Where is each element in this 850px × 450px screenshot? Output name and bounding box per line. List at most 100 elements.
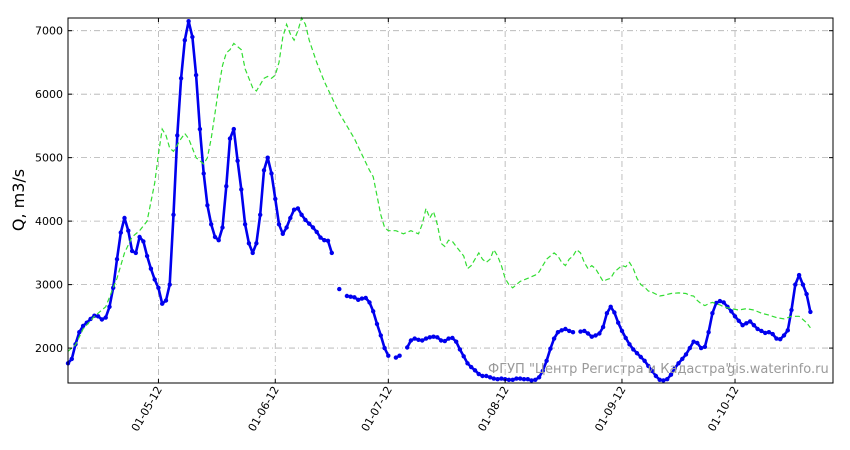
series-1-point <box>356 297 361 302</box>
series-1-point <box>710 311 715 316</box>
series-1-point <box>589 334 594 339</box>
series-1-point <box>103 315 108 320</box>
series-1-point <box>423 336 429 341</box>
series-1-point <box>352 295 357 300</box>
series-1-point <box>676 361 681 366</box>
series-1-point <box>431 334 436 339</box>
series-1-point <box>107 304 112 309</box>
series-1-point <box>126 228 131 233</box>
series-1-point <box>657 377 662 382</box>
series-1-point <box>623 335 628 341</box>
y-tick-label: 7000 <box>35 25 63 38</box>
series-1-point <box>325 238 331 243</box>
series-1-point <box>291 207 297 212</box>
x-tick-label: 01-10-12 <box>705 384 741 434</box>
series-1-point <box>714 300 719 306</box>
series-1-point <box>695 340 700 346</box>
series-1-point <box>88 316 93 322</box>
series-1-point <box>205 203 210 208</box>
series-1-point <box>450 335 455 341</box>
series-1-point <box>785 328 790 333</box>
x-tick-label: 01-09-12 <box>592 384 628 434</box>
series-1-point <box>261 168 267 173</box>
series-1-point <box>793 282 798 287</box>
series-1-point <box>544 358 549 363</box>
series-1-point <box>476 371 481 377</box>
series-1-point <box>698 345 704 351</box>
series-1-point <box>242 222 248 227</box>
series-1-point <box>393 355 399 360</box>
series-1-point <box>246 241 252 246</box>
series-1-point <box>582 328 587 334</box>
series-1-point <box>646 363 651 369</box>
series-1-point <box>751 323 757 328</box>
series-1-point <box>484 373 489 379</box>
series-1-point <box>337 286 342 292</box>
series-1-point <box>687 345 692 351</box>
series-1-point <box>129 248 135 254</box>
series-1-point <box>683 352 689 357</box>
series-1-point <box>190 34 195 40</box>
series-1-point <box>691 339 696 344</box>
series-1-point <box>781 333 787 338</box>
series-1-point <box>563 326 568 332</box>
series-1-point <box>397 353 402 358</box>
series-1-point <box>461 354 466 359</box>
series-1-point <box>412 336 417 341</box>
series-1-point <box>224 184 229 189</box>
series-1-point <box>220 225 225 230</box>
series-1-point <box>231 126 236 132</box>
series-1-point <box>559 328 564 333</box>
series-1-point <box>491 376 496 381</box>
series-1-point <box>457 347 463 352</box>
series-1-point <box>631 347 636 352</box>
series-1-point <box>99 317 105 322</box>
series-1-point <box>276 222 282 227</box>
series-1-point <box>612 310 617 315</box>
series-1-point <box>665 377 670 382</box>
series-1-point <box>420 338 425 343</box>
series-1-point <box>258 212 263 217</box>
series-1-point <box>533 377 538 382</box>
series-layer <box>65 16 813 383</box>
series-1-point <box>212 234 218 240</box>
y-tick-label: 3000 <box>35 279 63 292</box>
series-1-point <box>299 212 304 217</box>
series-1-point <box>672 366 677 371</box>
series-1-point <box>186 19 191 24</box>
x-tick-label: 01-07-12 <box>359 384 395 434</box>
series-1-point <box>193 72 199 78</box>
series-1-point <box>578 329 583 334</box>
series-1-point <box>348 294 353 299</box>
series-1-point <box>465 361 470 366</box>
series-1-point <box>600 324 606 330</box>
series-1-point <box>808 309 813 315</box>
series-1-point <box>374 321 380 327</box>
series-1-point <box>627 342 632 347</box>
series-1-point <box>480 373 485 379</box>
series-2-line <box>67 16 811 352</box>
series-1-point <box>608 304 613 309</box>
series-1-point <box>634 351 640 356</box>
series-1-point <box>721 300 726 305</box>
y-tick-label: 4000 <box>35 215 63 228</box>
series-1-point <box>378 333 383 338</box>
series-1-point <box>653 373 659 379</box>
series-1-point <box>227 136 233 141</box>
series-1-point <box>160 301 165 306</box>
series-1-point <box>770 331 775 337</box>
series-1-point <box>148 266 154 271</box>
series-1-point <box>386 353 391 358</box>
series-1-point <box>567 328 572 334</box>
series-1-point <box>774 336 779 341</box>
series-1-point <box>288 215 293 221</box>
series-1-point <box>706 330 711 335</box>
series-1-point <box>307 221 312 226</box>
series-1-point <box>638 354 643 360</box>
series-1-point <box>273 196 278 202</box>
series-1-point <box>69 356 75 362</box>
grid <box>68 18 833 383</box>
series-1-point <box>668 372 674 377</box>
series-1-point <box>469 364 474 370</box>
series-1-point <box>371 309 376 314</box>
